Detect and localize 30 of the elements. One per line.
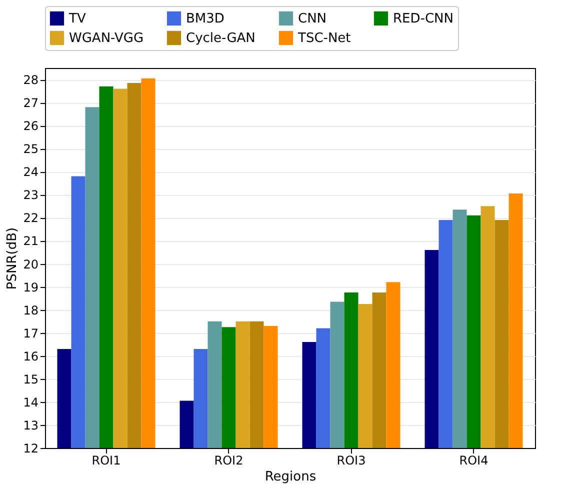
- x-tick-label: ROI1: [92, 454, 121, 468]
- legend-label: BM3D: [186, 11, 224, 26]
- y-tick-label: 27: [23, 96, 38, 110]
- x-tick-label: ROI4: [459, 454, 488, 468]
- legend-label: RED-CNN: [393, 11, 454, 26]
- y-tick-label: 23: [23, 188, 38, 202]
- y-tick-label: 15: [23, 372, 38, 386]
- y-tick-label: 12: [23, 442, 38, 456]
- x-axis-title: Regions: [264, 470, 316, 484]
- y-tick-label: 14: [23, 395, 38, 410]
- legend-label: CNN: [298, 11, 327, 26]
- y-tick-label: 18: [23, 303, 38, 318]
- y-tick-label: 22: [23, 211, 38, 226]
- y-tick-label: 21: [23, 234, 38, 248]
- x-tick-label: ROI2: [214, 454, 244, 468]
- y-tick-label: 28: [23, 73, 38, 88]
- y-axis-title: PSNR(dB): [5, 227, 20, 290]
- legend-label: WGAN-VGG: [69, 31, 144, 46]
- y-tick-label: 20: [23, 257, 38, 272]
- y-tick-label: 17: [23, 326, 38, 340]
- legend-label: TV: [68, 11, 86, 26]
- legend-label: TSC-Net: [297, 31, 351, 46]
- y-tick-label: 25: [23, 142, 38, 156]
- y-tick-label: 26: [23, 119, 38, 134]
- legend-label: Cycle-GAN: [186, 31, 256, 46]
- x-tick-label: ROI3: [336, 454, 366, 468]
- y-tick-label: 19: [23, 280, 38, 294]
- y-tick-label: 16: [23, 349, 38, 364]
- y-tick-label: 13: [23, 418, 38, 432]
- y-tick-label: 24: [23, 165, 38, 180]
